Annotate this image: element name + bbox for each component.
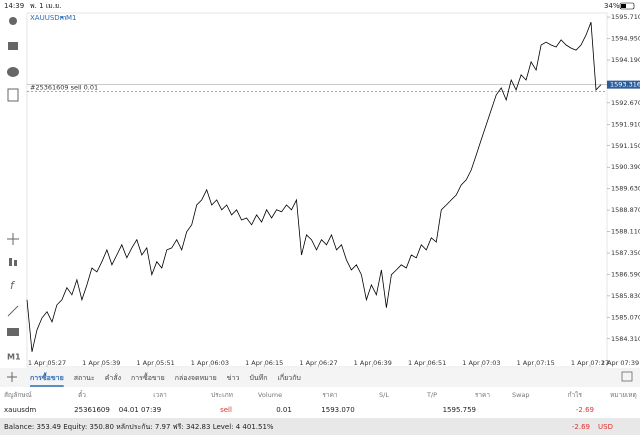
table-header: ราคา (322, 391, 337, 399)
table-header: กำไร (568, 391, 583, 399)
x-tick-label: 1 Apr 06:51 (408, 359, 446, 367)
table-header: หมายเหตุ (610, 391, 637, 399)
x-tick-label: 1 Apr 05:27 (28, 359, 66, 367)
table-header: S/L (379, 391, 389, 399)
balance-bar (0, 418, 640, 435)
y-tick-label: 1585.070 (611, 313, 640, 321)
table-header: Swap (512, 391, 530, 399)
status-date: พ. 1 เม.ย. (30, 2, 61, 10)
x-tick-label: 1 Apr 07:27 (571, 359, 609, 367)
add-button[interactable] (7, 372, 17, 382)
table-cell: xauusdm (4, 406, 36, 414)
y-tick-label: 1585.830 (611, 292, 640, 300)
tab[interactable]: เกี่ยวกับ (278, 373, 301, 382)
order-label: #25361609 sell 0.01 (30, 84, 98, 92)
table-cell: 1595.759 (443, 406, 476, 414)
battery-icon (619, 2, 635, 10)
total-profit: -2.69 (572, 423, 590, 431)
chart-type-icon[interactable] (9, 258, 12, 266)
chart-timeframe: M1 (66, 14, 77, 22)
y-tick-label: 1588.110 (611, 228, 640, 236)
account-icon[interactable] (9, 17, 17, 25)
tab[interactable]: คำสั่ง (105, 373, 121, 382)
table-header: ราคา (475, 391, 490, 399)
battery-text: 34% (604, 2, 620, 10)
crosshair-icon[interactable] (7, 233, 19, 245)
table-cell: 25361609 (74, 406, 110, 414)
y-tick-label: 1591.910 (611, 120, 640, 128)
x-tick-label: 1 Apr 06:15 (245, 359, 283, 367)
chart-type-icon-bar (14, 260, 17, 266)
tab[interactable]: การซื้อขาย (30, 371, 64, 382)
tabs: การซื้อขาย สถานะ คำสั่ง การซื้อขาย กล่องจดหม… (30, 371, 301, 387)
symbol-separator: • (60, 14, 64, 22)
x-tick-label: 1 Apr 07:15 (517, 359, 555, 367)
status-bar (0, 0, 640, 12)
y-tick-label: 1590.390 (611, 163, 640, 171)
table-cell: 1593.070 (321, 406, 354, 414)
tab[interactable]: กล่องจดหมาย (175, 374, 217, 382)
x-tick-label: 1 Apr 06:03 (191, 359, 229, 367)
table-header: Volume (258, 391, 282, 399)
balance-text: Balance: 353.49 Equity: 350.80 หลักประกั… (4, 423, 274, 431)
tab[interactable]: การซื้อขาย (131, 371, 165, 382)
x-tick-label: 1 Apr 07:39 (601, 359, 639, 367)
left-toolbar: f (7, 17, 19, 336)
tab[interactable]: บันทึก (249, 373, 267, 382)
chart-symbol: XAUUSDm (30, 14, 67, 22)
x-tick-label: 1 Apr 05:51 (136, 359, 174, 367)
tab[interactable]: สถานะ (74, 374, 95, 382)
tabs-bar (0, 368, 640, 387)
x-tick-label: 1 Apr 05:39 (82, 359, 120, 367)
table-cell: 04.01 07:39 (119, 406, 161, 414)
chart-frame (26, 12, 608, 368)
table: สัญลักษณ์ ตั๋ว เวลา ประเภท Volume ราคา S/L T/P ร… (4, 390, 637, 414)
expand-button[interactable] (621, 371, 633, 382)
y-tick-label: 1594.190 (611, 56, 640, 64)
table-header: เวลา (153, 391, 167, 399)
chat-icon[interactable] (7, 67, 19, 77)
y-tick-label: 1595.710 (611, 13, 640, 21)
x-tick-label: 1 Apr 06:27 (299, 359, 337, 367)
tab[interactable]: ข่าว (227, 374, 240, 382)
objects-icon[interactable] (7, 305, 19, 317)
layout-icon[interactable] (7, 328, 19, 336)
new-order-icon[interactable] (7, 88, 19, 102)
y-tick-label: 1594.950 (611, 35, 640, 43)
bid-label: 1593.316 (610, 81, 640, 89)
y-tick-label: 1588.870 (611, 206, 640, 214)
table-cell: sell (220, 406, 232, 414)
table-cell: 0.01 (276, 406, 292, 414)
y-tick-label: 1584.310 (611, 335, 640, 343)
y-tick-label: 1586.590 (611, 270, 640, 278)
table-header: สัญลักษณ์ (4, 391, 32, 399)
price-line (26, 22, 602, 352)
battery-level (621, 4, 626, 8)
x-tick-label: 1 Apr 06:39 (354, 359, 392, 367)
y-tick-label: 1587.350 (611, 249, 640, 257)
currency: USD (598, 423, 613, 431)
x-tick-label: 1 Apr 07:03 (462, 359, 500, 367)
indicator-icon[interactable]: f (10, 279, 16, 292)
table-cell: -2.69 (576, 406, 594, 414)
timeframe-button[interactable]: M1 (7, 353, 21, 362)
table-header: T/P (426, 391, 437, 399)
y-tick-label: 1592.670 (611, 99, 640, 107)
y-tick-label: 1591.150 (611, 142, 640, 150)
status-time: 14:39 (4, 2, 24, 10)
trade-icon[interactable] (8, 42, 18, 50)
y-tick-label: 1589.630 (611, 185, 640, 193)
table-header: ตั๋ว (78, 390, 86, 399)
chart: 1595.710 1594.950 1594.190 1592.670 1591.910… (26, 13, 640, 367)
bid-box (607, 80, 640, 89)
table-header: ประเภท (211, 391, 233, 399)
